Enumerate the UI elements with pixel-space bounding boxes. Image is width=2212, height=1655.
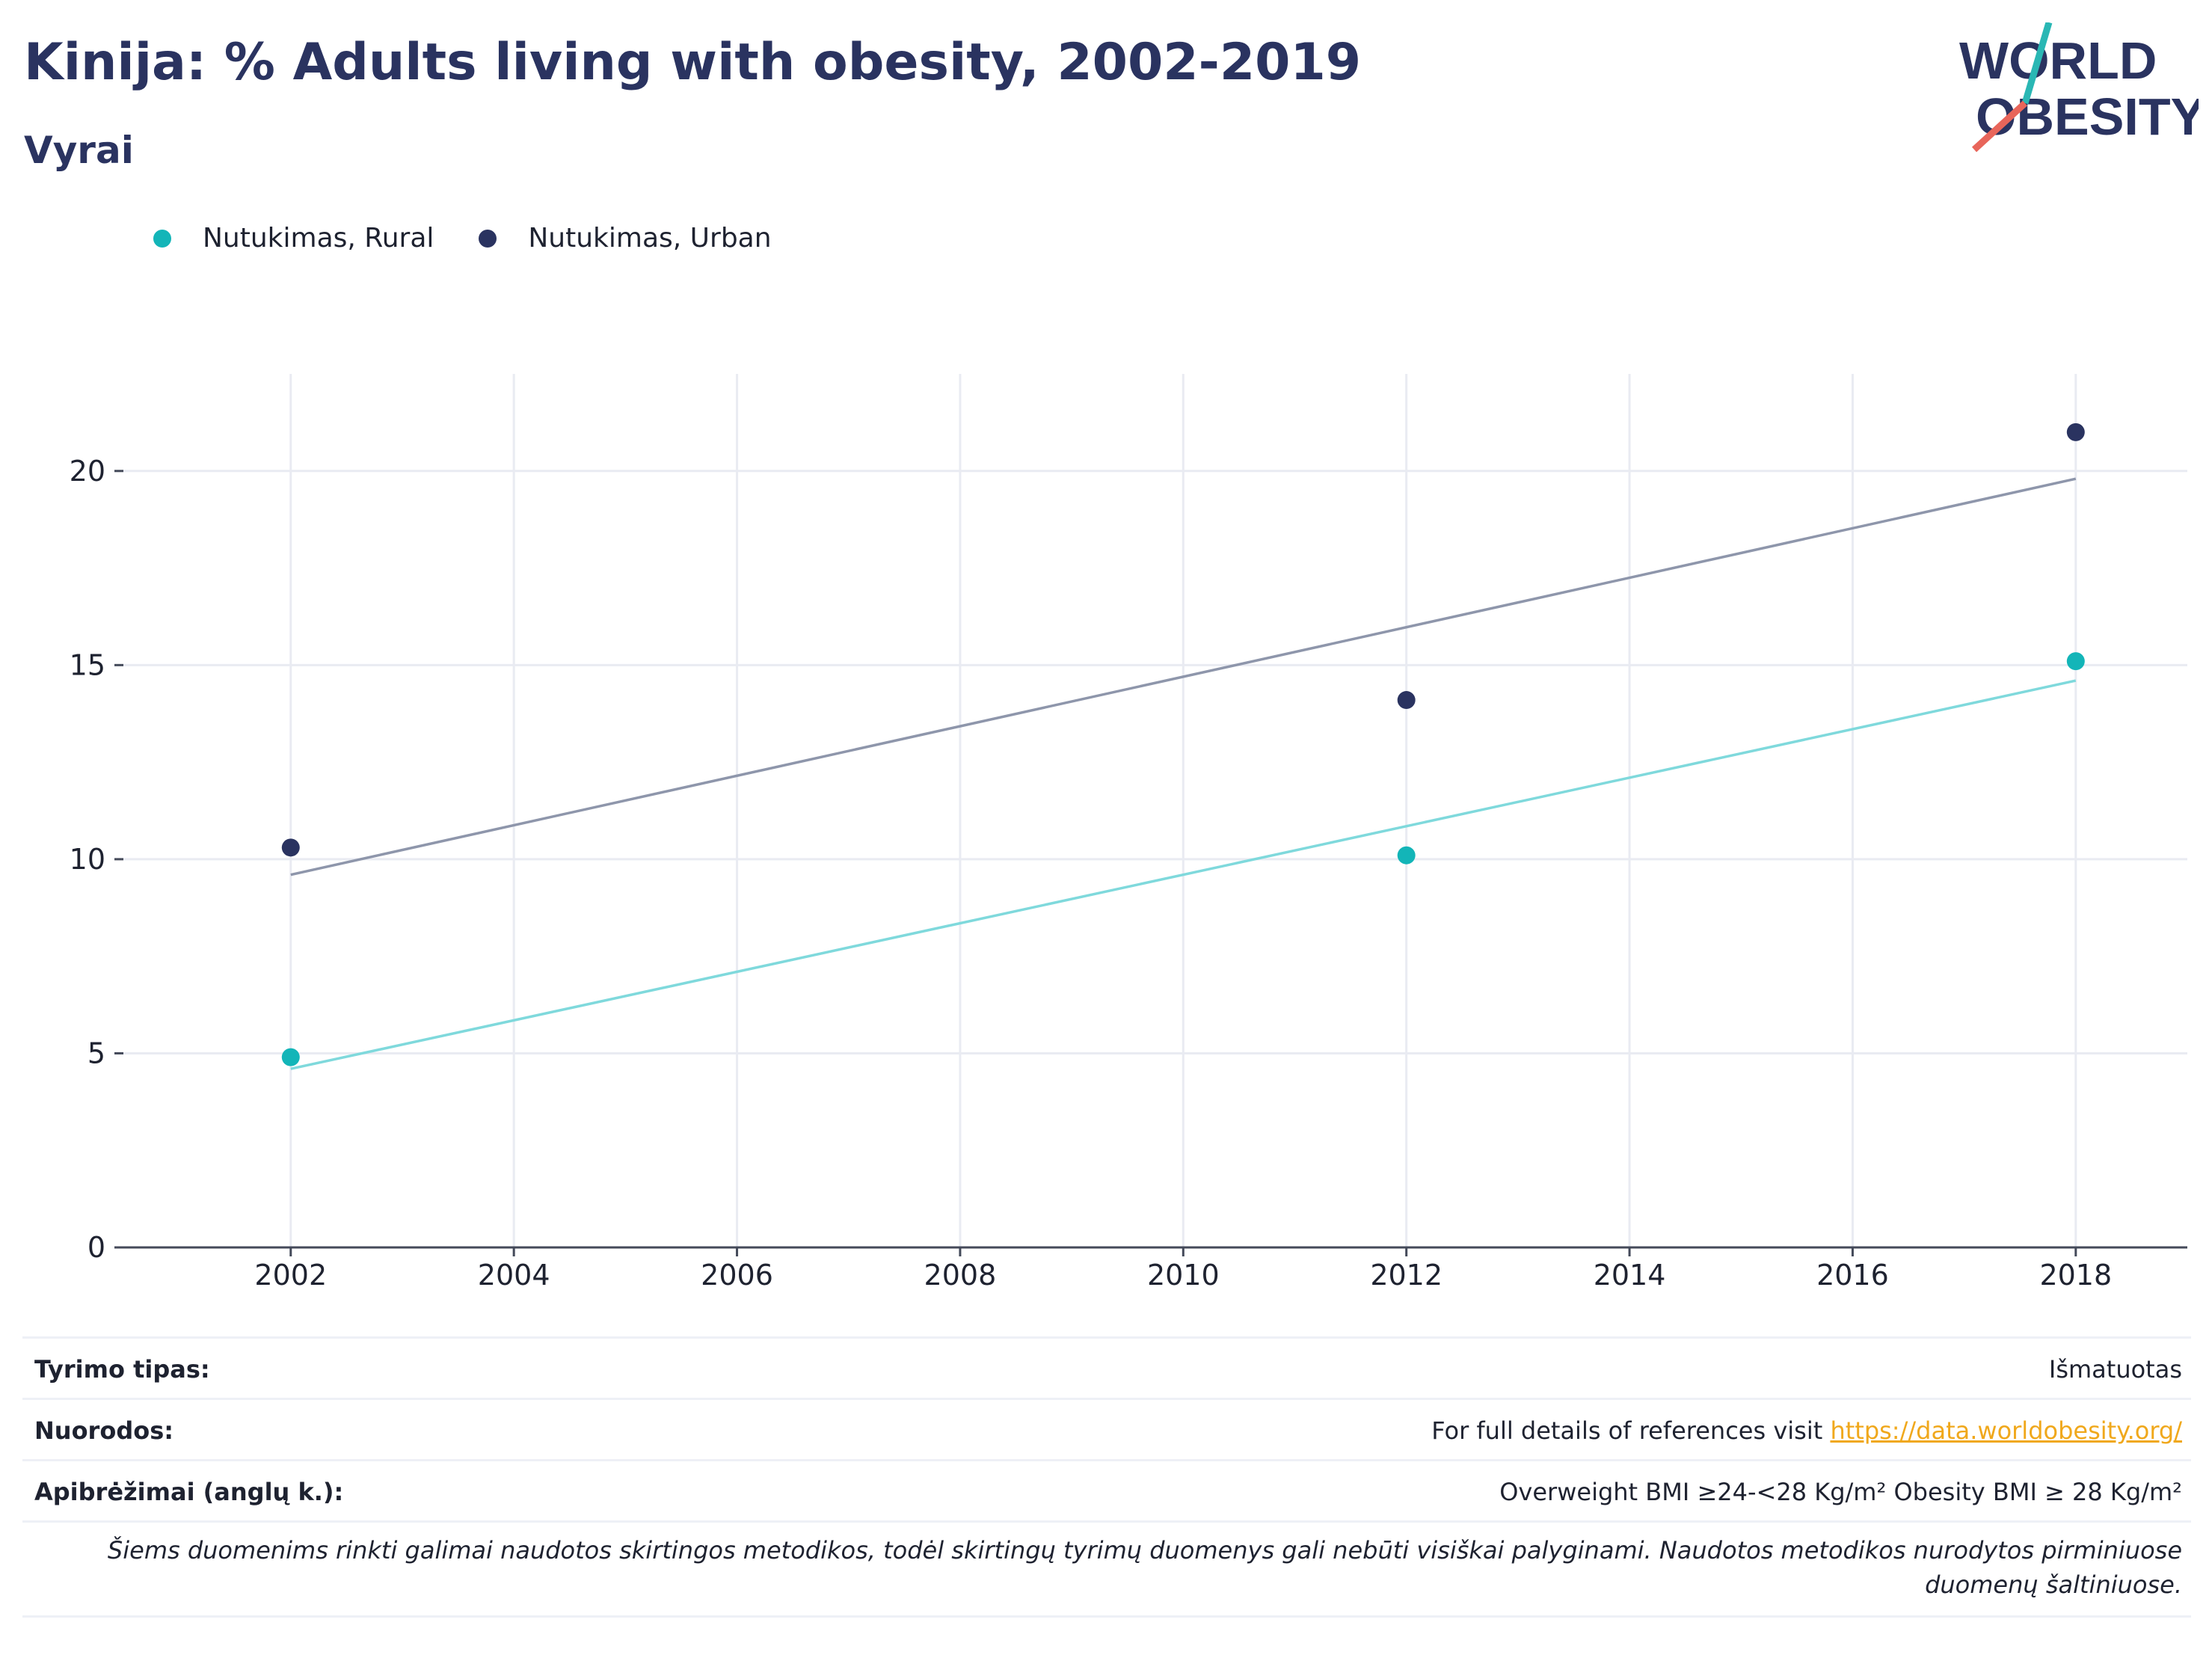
y-tick-label: 0 [87,1231,105,1264]
x-tick-label: 2004 [478,1259,550,1292]
trend-line-urban [290,477,2077,876]
x-tick-label: 2002 [254,1259,327,1292]
definitions-label: Apibrėžimai (anglų k.): [34,1478,344,1506]
data-point-urban [1397,691,1416,710]
logo-slash-teal [2021,22,2053,105]
data-point-rural [2066,652,2085,671]
y-tick-label: 20 [70,455,105,488]
legend-item-urban[interactable]: Nutukimas, Urban [479,223,772,254]
legend-dot-rural [153,229,171,248]
data-point-urban [2066,423,2085,441]
references-value: For full details of references visit htt… [1431,1416,2191,1445]
legend-label-urban: Nutukimas, Urban [528,223,772,254]
references-label: Nuorodos: [34,1416,174,1445]
y-tick-label: 10 [70,843,105,876]
x-tick-label: 2008 [924,1259,997,1292]
x-tick-label: 2010 [1147,1259,1220,1292]
x-tick-label: 2006 [701,1259,773,1292]
y-tick-label: 15 [70,648,105,681]
survey-type-value: Išmatuotas [2048,1355,2182,1384]
references-link[interactable]: https://data.worldobesity.org/ [1830,1416,2182,1445]
info-row-survey-type: Tyrimo tipas: Išmatuotas [22,1336,2191,1400]
trend-line-rural [290,679,2077,1070]
x-tick-label: 2014 [1594,1259,1666,1292]
x-tick-label: 2018 [2039,1259,2112,1292]
definitions-value: Overweight BMI ≥24-<28 Kg/m² Obesity BMI… [1499,1478,2182,1506]
scatter-chart: 2002 2004 2006 2008 2010 2012 2014 2016 2018 0 5 10… [70,374,2187,1292]
methodology-note: Šiems duomenims rinkti galimai naudotos … [107,1536,2182,1599]
data-point-rural [1397,846,1416,865]
bottom-divider [22,1615,2191,1618]
x-tick-label: 2016 [1816,1259,1889,1292]
info-divider [22,1520,2191,1523]
data-point-urban [281,838,300,857]
x-tick-label: 2012 [1370,1259,1443,1292]
references-text: For full details of references visit [1431,1416,1831,1445]
data-point-rural [281,1048,300,1066]
y-tick-label: 5 [87,1037,105,1069]
survey-type-label: Tyrimo tipas: [34,1355,210,1384]
logo-slash-coral [1971,100,2028,153]
chart-subtitle: Vyrai [24,129,134,172]
legend-dot-urban [479,229,497,248]
chart-title: Kinija: % Adults living with obesity, 20… [24,33,1362,92]
chart-legend: Nutukimas, Rural Nutukimas, Urban [153,223,817,254]
info-row-references: Nuorodos: For full details of references… [22,1398,2191,1461]
legend-label-rural: Nutukimas, Rural [203,223,434,254]
world-obesity-logo: WORLD OBESITY [1959,22,2199,153]
legend-item-rural[interactable]: Nutukimas, Rural [153,223,434,254]
info-row-definitions: Apibrėžimai (anglų k.): Overweight BMI ≥… [22,1459,2191,1523]
logo-line1: WORLD [1959,31,2157,90]
